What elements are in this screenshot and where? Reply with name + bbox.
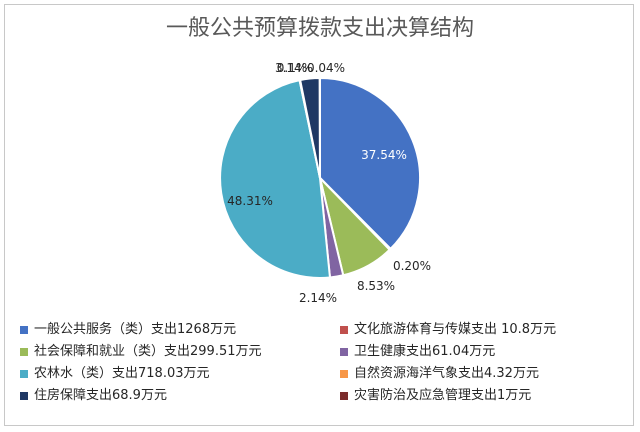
legend-label: 卫生健康支出61.04万元 bbox=[354, 344, 496, 359]
pie-slice bbox=[219, 78, 332, 279]
legend-swatch bbox=[340, 391, 348, 400]
chart-frame bbox=[4, 4, 634, 426]
legend-item: 住房保障支出68.9万元 bbox=[20, 384, 167, 403]
slice-label: 0.04% bbox=[307, 61, 345, 75]
slice-label: 37.54% bbox=[361, 148, 407, 162]
legend-item: 一般公共服务（类）支出1268万元 bbox=[20, 318, 236, 337]
chart-title: 一般公共预算拨款支出决算结构 bbox=[165, 16, 474, 41]
legend-item: 文化旅游体育与传媒支出 10.8万元 bbox=[340, 318, 556, 337]
legend-label: 住房保障支出68.9万元 bbox=[34, 388, 167, 403]
pie-slice bbox=[319, 76, 421, 251]
legend-label: 社会保障和就业（类）支出299.51万元 bbox=[34, 344, 262, 359]
legend-item: 灾害防治及应急管理支出1万元 bbox=[340, 384, 531, 403]
legend-label: 自然资源海洋气象支出4.32万元 bbox=[354, 366, 539, 381]
legend-swatch bbox=[340, 347, 348, 356]
legend-swatch bbox=[20, 391, 28, 400]
legend-item: 农林水（类）支出718.03万元 bbox=[20, 362, 210, 381]
legend-swatch bbox=[340, 325, 348, 334]
slice-label: 0.1% bbox=[277, 61, 308, 75]
legend-item: 卫生健康支出61.04万元 bbox=[340, 340, 495, 359]
legend-swatch bbox=[340, 369, 348, 378]
legend-label: 一般公共服务（类）支出1268万元 bbox=[34, 322, 237, 337]
legend-swatch bbox=[20, 325, 28, 334]
slice-label: 8.53% bbox=[357, 279, 395, 293]
legend-swatch bbox=[20, 347, 28, 356]
legend-label: 灾害防治及应急管理支出1万元 bbox=[354, 388, 532, 403]
legend-swatch bbox=[20, 369, 28, 378]
legend-label: 文化旅游体育与传媒支出 10.8万元 bbox=[354, 322, 557, 337]
slice-label: 3.14% bbox=[275, 61, 313, 75]
slice-label: 0.20% bbox=[393, 259, 431, 273]
legend-item: 社会保障和就业（类）支出299.51万元 bbox=[20, 340, 262, 359]
legend-label: 农林水（类）支出718.03万元 bbox=[34, 366, 210, 381]
legend-item: 自然资源海洋气象支出4.32万元 bbox=[340, 362, 539, 381]
slice-label: 48.31% bbox=[227, 194, 273, 208]
slice-label: 2.14% bbox=[299, 291, 337, 305]
